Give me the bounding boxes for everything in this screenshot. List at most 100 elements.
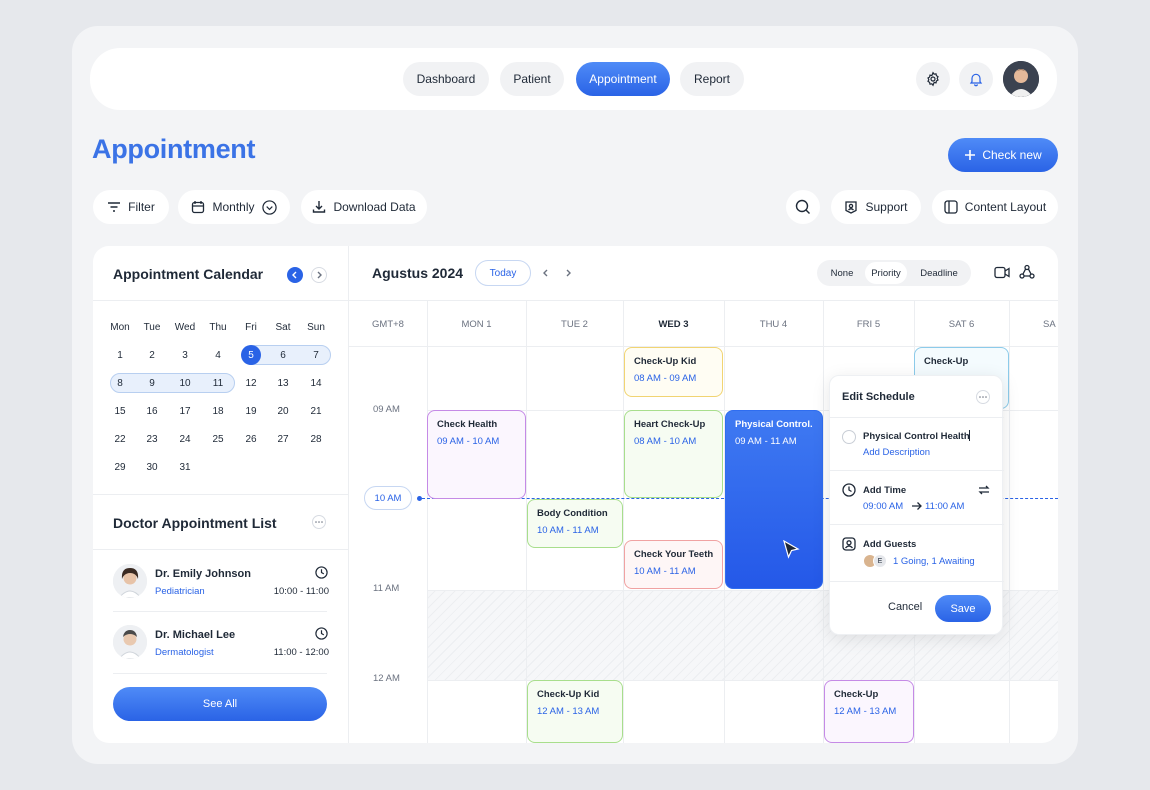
event-name-input[interactable]: Physical Control Health <box>863 431 970 442</box>
event-status-checkbox[interactable] <box>842 430 856 444</box>
plus-icon <box>965 150 976 160</box>
weekday-label: Tue <box>143 322 161 333</box>
search-button[interactable] <box>786 190 820 224</box>
tab-appointment[interactable]: Appointment <box>576 62 670 96</box>
calendar-day[interactable]: 22 <box>114 433 126 445</box>
calendar-day[interactable]: 28 <box>310 433 322 445</box>
cancel-button[interactable]: Cancel <box>888 601 923 613</box>
calendar-day[interactable]: 3 <box>182 349 188 361</box>
calendar-day[interactable]: 15 <box>114 405 126 417</box>
calendar-day[interactable]: 21 <box>310 405 322 417</box>
share-icon[interactable] <box>1019 264 1035 280</box>
filter-button[interactable]: Filter <box>93 190 169 224</box>
divider <box>93 549 349 550</box>
doctor-time: 11:00 - 12:00 <box>273 647 329 658</box>
weekday-label: Fri <box>245 322 257 333</box>
calendar-day[interactable]: 11 <box>212 377 224 389</box>
calendar-day[interactable]: 7 <box>313 349 319 361</box>
event-card[interactable]: Heart Check-Up 08 AM - 10 AM <box>624 410 723 498</box>
doctor-avatar <box>113 564 147 598</box>
download-data-label: Download Data <box>333 200 416 214</box>
calendar-day-selected[interactable]: 5 <box>241 345 261 365</box>
doctor-list-more-button[interactable] <box>312 515 326 529</box>
layout-icon <box>944 200 958 214</box>
calendar-day[interactable]: 25 <box>212 433 224 445</box>
guests-icon <box>842 537 856 551</box>
calendar-day[interactable]: 1 <box>117 349 123 361</box>
today-button[interactable]: Today <box>475 260 531 286</box>
event-time: 12 AM - 13 AM <box>537 706 600 717</box>
chevron-left-icon[interactable] <box>542 269 550 277</box>
add-description-link[interactable]: Add Description <box>863 447 931 458</box>
calendar-day[interactable]: 10 <box>179 377 191 389</box>
tab-patient[interactable]: Patient <box>500 62 564 96</box>
event-card[interactable]: Body Condition 10 AM - 11 AM <box>527 499 623 548</box>
calendar-day[interactable]: 19 <box>245 405 257 417</box>
calendar-day[interactable]: 20 <box>277 405 289 417</box>
chevron-right-icon[interactable] <box>564 269 572 277</box>
divider <box>113 611 327 612</box>
filter-none[interactable]: None <box>830 267 854 279</box>
filter-priority[interactable]: Priority <box>863 260 909 286</box>
calendar-prev-button[interactable] <box>287 267 303 283</box>
calendar-day[interactable]: 23 <box>146 433 158 445</box>
notification-button[interactable] <box>959 62 993 96</box>
calendar-day[interactable]: 6 <box>280 349 286 361</box>
divider <box>830 470 1004 471</box>
doctor-time: 10:00 - 11:00 <box>273 586 329 597</box>
day-header-mon: MON 1 <box>461 319 492 330</box>
calendar-day[interactable]: 12 <box>245 377 257 389</box>
calendar-day[interactable]: 24 <box>179 433 191 445</box>
calendar-day[interactable]: 29 <box>114 461 126 473</box>
calendar-day[interactable]: 8 <box>117 377 123 389</box>
event-card[interactable]: Check-Up Kid 12 AM - 13 AM <box>527 680 623 743</box>
event-card-selected[interactable]: Physical Control... 09 AM - 11 AM <box>725 410 823 589</box>
guests-status[interactable]: 1 Going, 1 Awaiting <box>893 556 975 567</box>
event-card[interactable]: Check-Up 12 AM - 13 AM <box>824 680 914 743</box>
time-end[interactable]: 11:00 AM <box>925 501 965 512</box>
calendar-day[interactable]: 13 <box>277 377 289 389</box>
time-label: 11 AM <box>373 583 400 594</box>
support-button[interactable]: Support <box>831 190 921 224</box>
calendar-day[interactable]: 16 <box>146 405 158 417</box>
download-data-button[interactable]: Download Data <box>301 190 427 224</box>
calendar-day[interactable]: 4 <box>215 349 221 361</box>
see-all-button[interactable]: See All <box>113 687 327 721</box>
event-card[interactable]: Check Health 09 AM - 10 AM <box>427 410 526 499</box>
popup-more-button[interactable] <box>976 390 990 404</box>
calendar-day[interactable]: 2 <box>149 349 155 361</box>
calendar-day[interactable]: 9 <box>149 377 155 389</box>
grid-line <box>724 300 725 743</box>
calendar-day[interactable]: 30 <box>146 461 158 473</box>
event-time: 08 AM - 10 AM <box>634 436 697 447</box>
calendar-day[interactable]: 27 <box>277 433 289 445</box>
tab-dashboard[interactable]: Dashboard <box>403 62 489 96</box>
text-caret <box>969 430 970 441</box>
divider <box>830 417 1004 418</box>
support-label: Support <box>865 200 908 214</box>
tab-report[interactable]: Report <box>680 62 744 96</box>
video-call-icon[interactable] <box>994 265 1010 280</box>
user-avatar[interactable] <box>1003 61 1039 97</box>
event-card[interactable]: Check Your Teeth 10 AM - 11 AM <box>624 540 723 589</box>
event-card[interactable]: Check-Up Kid 08 AM - 09 AM <box>624 347 723 397</box>
filter-deadline[interactable]: Deadline <box>920 267 958 279</box>
calendar-day[interactable]: 31 <box>179 461 191 473</box>
check-new-button[interactable]: Check new <box>948 138 1058 172</box>
doctor-item[interactable]: Dr. Michael Lee Dermatologist 11:00 - 12… <box>113 625 329 675</box>
repeat-icon[interactable] <box>977 483 991 497</box>
settings-button[interactable] <box>916 62 950 96</box>
doctor-item[interactable]: Dr. Emily Johnson Pediatrician 10:00 - 1… <box>113 564 329 614</box>
content-layout-button[interactable]: Content Layout <box>932 190 1058 224</box>
edit-schedule-title: Edit Schedule <box>842 391 915 403</box>
calendar-day[interactable]: 26 <box>245 433 257 445</box>
view-mode-dropdown[interactable]: Monthly <box>178 190 290 224</box>
calendar-day[interactable]: 18 <box>212 405 224 417</box>
left-panel: Appointment Calendar Mon Tue Wed Thu Fri Sat S… <box>93 246 349 743</box>
download-icon <box>313 201 326 213</box>
save-button[interactable]: Save <box>935 595 991 622</box>
calendar-day[interactable]: 14 <box>310 377 322 389</box>
calendar-day[interactable]: 17 <box>179 405 191 417</box>
calendar-next-button[interactable] <box>311 267 327 283</box>
time-start[interactable]: 09:00 AM <box>863 501 904 512</box>
